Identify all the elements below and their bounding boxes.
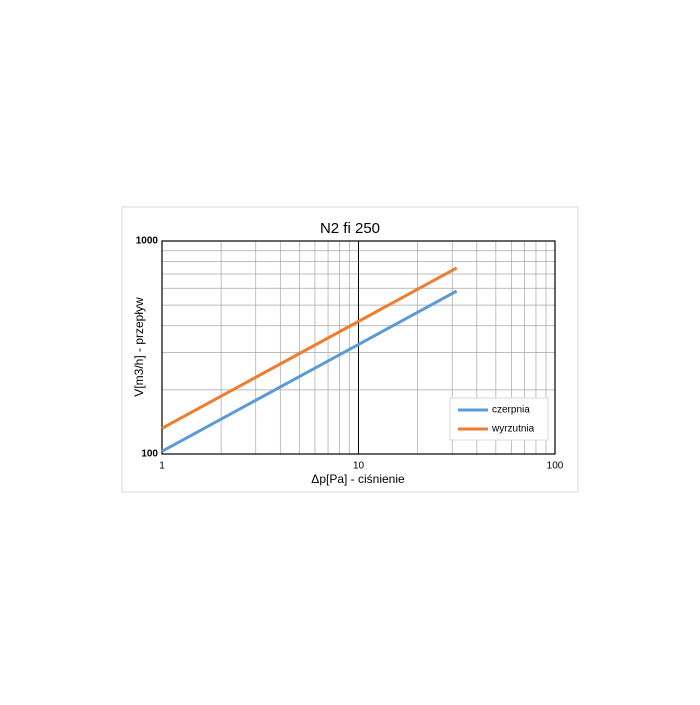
y-axis-label: V[m3/h] - przepływ <box>132 297 146 397</box>
series-line <box>161 266 458 430</box>
x-axis-label: Δp[Pa] - ciśnienie <box>311 472 405 486</box>
x-tick-label: 10 <box>353 461 365 472</box>
x-tick-label: 1 <box>159 461 165 472</box>
legend-box <box>449 397 549 441</box>
series-line <box>161 289 458 453</box>
legend-label: wyrzutnia <box>491 424 535 435</box>
y-tick-label: 1000 <box>136 236 159 247</box>
x-tick-label: 100 <box>547 461 564 472</box>
y-tick-label: 100 <box>141 449 158 460</box>
legend-label: czerpnia <box>492 405 530 416</box>
chart-title: N2 fi 250 <box>320 220 380 237</box>
plot-border <box>161 240 556 455</box>
